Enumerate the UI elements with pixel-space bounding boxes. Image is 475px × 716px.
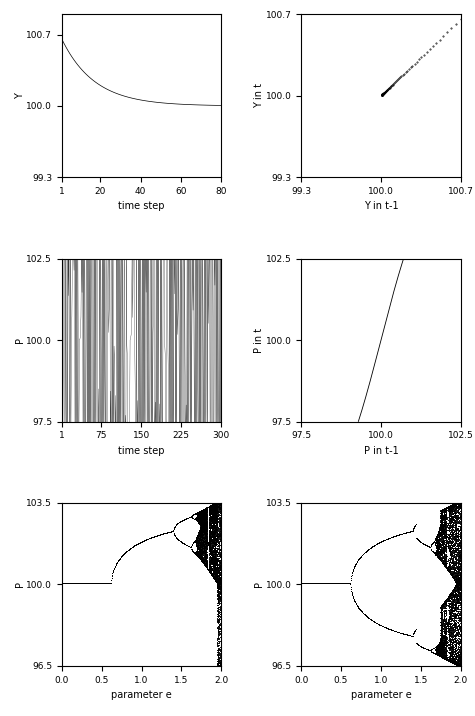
X-axis label: P in t-1: P in t-1: [363, 446, 399, 456]
X-axis label: time step: time step: [118, 201, 165, 211]
Y-axis label: P: P: [15, 581, 25, 587]
Y-axis label: Y in t: Y in t: [254, 83, 264, 108]
X-axis label: time step: time step: [118, 446, 165, 456]
Y-axis label: P in t: P in t: [254, 327, 264, 353]
X-axis label: Y in t-1: Y in t-1: [364, 201, 398, 211]
Y-axis label: P: P: [15, 337, 25, 343]
Y-axis label: Y: Y: [15, 93, 25, 99]
X-axis label: parameter e: parameter e: [111, 690, 172, 700]
X-axis label: parameter e: parameter e: [351, 690, 411, 700]
Y-axis label: P: P: [254, 581, 264, 587]
